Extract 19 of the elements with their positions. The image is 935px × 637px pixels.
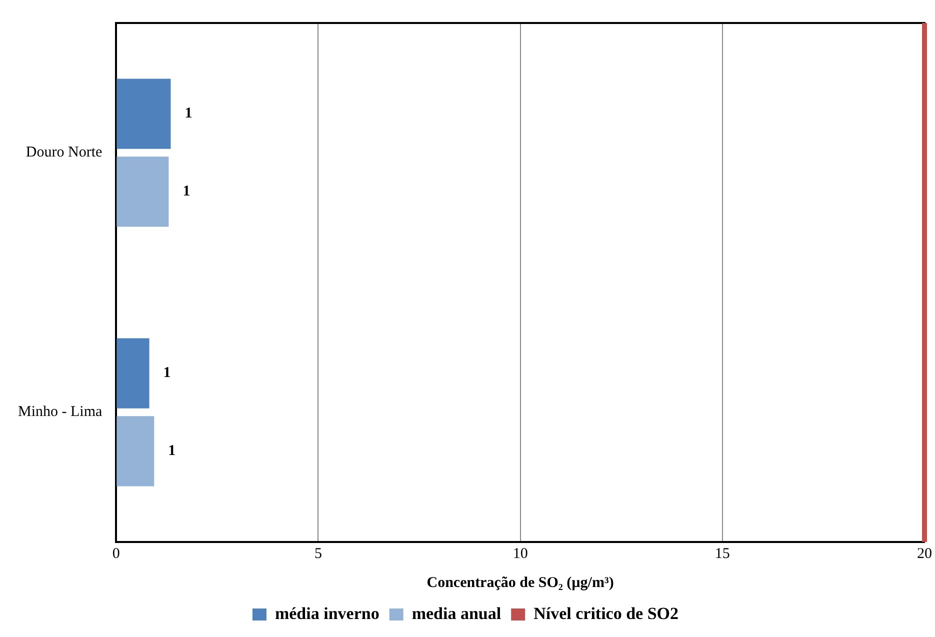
bar [116, 78, 171, 149]
x-tick-label: 20 [917, 546, 932, 562]
x-axis-title: Concentração de SO₂ (µg/m³) [426, 574, 614, 591]
bar [116, 338, 150, 408]
data-label: 1 [182, 184, 190, 200]
legend-label: media anual [412, 604, 502, 623]
legend-label: Nível critico de SO2 [534, 604, 679, 623]
bar [116, 416, 154, 486]
data-label: 1 [168, 443, 176, 460]
x-tick-label: 0 [112, 546, 120, 562]
y-tick-label: Minho - Lima [18, 404, 102, 420]
bar [116, 156, 169, 227]
data-label: 1 [184, 106, 192, 122]
x-tick-label: 10 [512, 546, 528, 562]
data-label: 1 [163, 365, 171, 382]
legend-label: média inverno [274, 604, 380, 623]
x-tick-label: 15 [714, 546, 730, 562]
y-tick-label: Douro Norte [26, 144, 102, 161]
x-tick-label: 5 [314, 546, 322, 562]
